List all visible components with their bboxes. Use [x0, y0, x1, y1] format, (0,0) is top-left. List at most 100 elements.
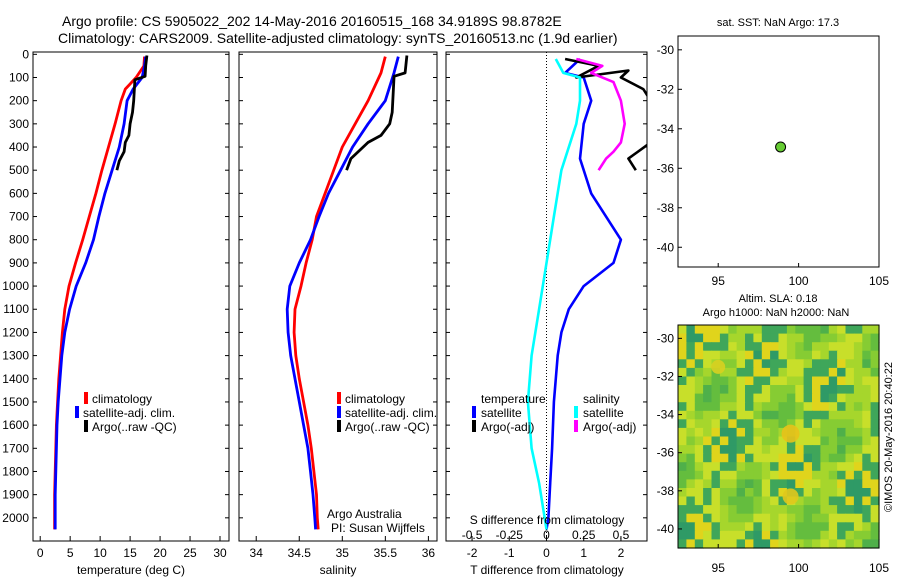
sla-heatmap-cell — [828, 522, 838, 532]
sla-heatmap-cell — [753, 350, 763, 360]
sla-heatmap-cell — [812, 539, 821, 549]
sla-heatmap-cell — [686, 427, 696, 438]
sla-heatmap-cell — [719, 350, 729, 360]
sla-heatmap-cell — [770, 427, 780, 438]
y-tick-label: 1100 — [3, 302, 29, 316]
y-tick-label: 700 — [9, 210, 29, 224]
sla-heatmap-cell — [828, 385, 838, 395]
sla-heatmap-cell — [694, 359, 704, 369]
sla-heatmap-cell — [728, 445, 738, 455]
sla-heatmap-cell — [719, 479, 729, 489]
sla-heatmap-cell — [761, 376, 771, 386]
sla-heatmap-cell — [786, 367, 796, 378]
sla-heatmap-cell — [862, 385, 872, 395]
x-tick-label: 5 — [67, 546, 74, 560]
y-tick-label: 1900 — [2, 488, 29, 502]
sla-heatmap-cell — [686, 539, 696, 549]
sla-heatmap-cell — [795, 445, 805, 455]
sla-heatmap-cell — [686, 410, 696, 420]
sla-heatmap-cell — [845, 419, 855, 429]
sla-heatmap-cell — [736, 522, 746, 532]
sla-heatmap-cell — [728, 453, 738, 463]
sla-heatmap-cell — [770, 445, 780, 455]
sla-heatmap-cell — [853, 367, 863, 378]
x-tick-label: 95 — [712, 274, 726, 288]
legend-temp-argo-swatch — [472, 420, 476, 432]
sla-heatmap-cell — [820, 453, 830, 463]
sla-heatmap-cell — [828, 393, 838, 403]
sla-heatmap-cell — [719, 539, 729, 549]
y-tick-label: -34 — [657, 122, 675, 136]
sla-heatmap-cell — [678, 325, 687, 335]
x-tick-label: 30 — [213, 546, 227, 560]
sla-heatmap-cell — [703, 496, 713, 506]
sla-heatmap-cell — [786, 513, 796, 523]
sla-heatmap-cell — [845, 410, 855, 420]
sla-heatmap-cell — [812, 367, 821, 378]
sla-heatmap-cell — [862, 445, 872, 455]
legend-temp-satellite-swatch — [472, 406, 476, 418]
sla-heatmap-cell — [736, 436, 746, 446]
sla-heatmap-cell — [778, 470, 788, 480]
sla-heatmap-cell — [837, 385, 847, 395]
sla-heatmap-cell — [728, 436, 738, 446]
sla-heatmap-cell — [728, 359, 738, 369]
sla-heatmap-cell — [820, 359, 830, 369]
sla-heatmap-cell — [678, 488, 687, 498]
sla-heatmap-cell — [812, 462, 821, 472]
sla-heatmap-cell — [719, 385, 729, 395]
sla-heatmap-cell — [812, 393, 821, 403]
sla-heatmap-cell — [862, 359, 872, 369]
sla-heatmap-cell — [761, 470, 771, 480]
sla-heatmap-cell — [870, 470, 880, 480]
sla-heatmap-cell — [694, 470, 704, 480]
sla-heatmap-cell — [845, 539, 855, 549]
sla-heatmap-cell — [845, 393, 855, 403]
sla-heatmap-cell — [753, 479, 763, 489]
sla-heatmap-cell — [795, 530, 805, 540]
sla-heatmap-cell — [870, 530, 880, 540]
temperature-legend: climatology satellite-adj. clim. Argo(..… — [75, 392, 177, 434]
sla-heatmap-cell — [736, 393, 746, 403]
sla-heatmap-cell — [761, 513, 771, 523]
sla-heatmap-cell — [828, 513, 838, 523]
sla-heatmap-cell — [770, 367, 780, 378]
sla-heatmap-cell — [812, 496, 821, 506]
sla-heatmap-cell — [837, 419, 847, 429]
sla-heatmap-cell — [686, 513, 696, 523]
difference-series-t-satellite — [545, 58, 623, 530]
y-tick-label: 0 — [22, 47, 29, 61]
sla-heatmap-cell — [845, 402, 855, 412]
sla-heatmap-cell — [711, 325, 721, 335]
sla-heatmap-cell — [862, 513, 872, 523]
sla-heatmap-cell — [778, 385, 788, 395]
sla-heatmap-cell — [803, 350, 813, 360]
sla-heatmap-cell — [870, 462, 880, 472]
sla-heatmap-cell — [862, 419, 872, 429]
sla-heatmap-cell — [686, 385, 696, 395]
sla-heatmap-cell — [837, 367, 847, 378]
sla-heatmap-cell — [686, 462, 696, 472]
sla-heatmap-cell — [778, 333, 788, 343]
sla-heatmap-cell — [803, 342, 813, 352]
sla-heatmap-cell — [728, 402, 738, 412]
sla-heatmap-cell — [745, 505, 754, 515]
sla-heatmap-cell — [694, 333, 704, 343]
sla-heatmap-cell — [820, 350, 830, 360]
y-tick-label: 600 — [9, 186, 29, 200]
sla-heatmap-cell — [828, 436, 838, 446]
sla-heatmap-cell — [770, 402, 780, 412]
sla-heatmap-cell — [870, 325, 880, 335]
sla-heatmap-cell — [761, 445, 771, 455]
sla-heatmap-cell — [870, 333, 880, 343]
sla-heatmap-cell — [770, 522, 780, 532]
sla-heatmap-cell — [803, 385, 813, 395]
sla-heatmap-cell — [694, 402, 704, 412]
y-tick-label: -30 — [657, 331, 675, 345]
x-tick-label: 10 — [93, 546, 107, 560]
sla-heatmap-cell — [837, 505, 847, 515]
sla-heatmap-cell — [803, 488, 813, 498]
sla-heatmap-cell — [678, 453, 687, 463]
sla-heatmap-cell — [745, 342, 754, 352]
sla-heatmap-cell — [761, 333, 771, 343]
